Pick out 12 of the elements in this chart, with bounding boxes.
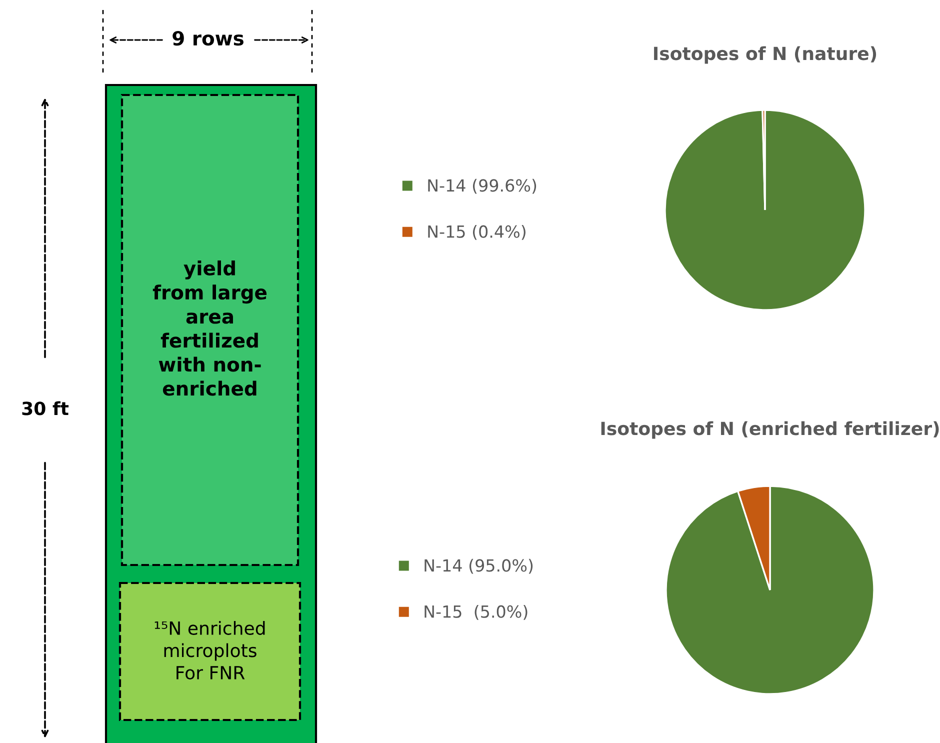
- pie-slice: [665, 485, 875, 695]
- text: 30 ft: [22, 401, 69, 416]
- pie-slice: [664, 109, 866, 311]
- legend-label: N-15 (5.0%): [424, 605, 528, 620]
- chart-title: Isotopes of N (nature): [654, 46, 876, 64]
- legend-label: N-14 (95.0%): [424, 558, 533, 574]
- text: yield from large area fertilized with non- enriched: [152, 260, 267, 396]
- text: 9 rows: [172, 30, 244, 46]
- legend-label: N-15 (0.4%): [428, 225, 526, 240]
- text: ¹⁵N enriched microplots For FNR: [154, 620, 265, 680]
- legend-label: N-14 (99.6%): [428, 178, 536, 194]
- chart-title: Isotopes of N (enriched fertilizer): [601, 421, 939, 439]
